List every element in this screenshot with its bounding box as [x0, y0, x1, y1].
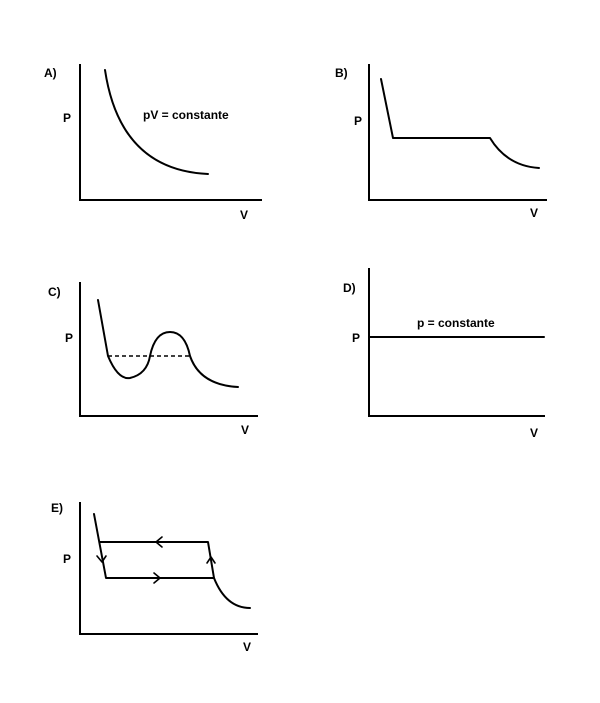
- panel-a-y-axis-label: P: [63, 111, 71, 125]
- panel-e-x-axis-label: V: [243, 640, 251, 654]
- panel-d: D) P V p = constante: [343, 268, 545, 440]
- panel-e-cycle-curve: [93, 513, 251, 609]
- panel-e-letter: E): [51, 501, 63, 515]
- panel-e-upper-branch: [99, 541, 215, 579]
- panel-d-annotation: p = constante: [417, 316, 495, 330]
- panel-b-letter: B): [335, 66, 348, 80]
- panel-e-down-arrow-icon: [96, 555, 107, 563]
- panel-b-y-axis-label: P: [354, 114, 362, 128]
- panel-c-x-axis-label: V: [241, 423, 249, 437]
- panel-b-x-axis-label: V: [530, 206, 538, 220]
- panel-c-axes: [79, 282, 258, 417]
- panel-e-axes: [79, 502, 258, 635]
- panel-e-y-axis-label: P: [63, 552, 71, 566]
- panel-a: A) P V pV = constante: [44, 64, 262, 222]
- panel-b-curve: [380, 78, 540, 169]
- panel-a-axes: [79, 64, 262, 201]
- panel-b: B) P V: [335, 64, 547, 220]
- panel-e-left-arrow-icon: [155, 536, 163, 548]
- panel-c: C) P V: [48, 282, 258, 437]
- panel-d-letter: D): [343, 281, 356, 295]
- panel-a-x-axis-label: V: [240, 208, 248, 222]
- panel-c-y-axis-label: P: [65, 331, 73, 345]
- panel-a-annotation: pV = constante: [143, 108, 229, 122]
- panel-e-right-arrow-icon: [153, 572, 161, 584]
- panel-e: E) P V: [51, 501, 258, 654]
- panel-d-x-axis-label: V: [530, 426, 538, 440]
- panel-b-axes: [368, 64, 547, 201]
- panel-a-letter: A): [44, 66, 57, 80]
- panel-d-axes: [368, 268, 545, 417]
- panel-d-y-axis-label: P: [352, 331, 360, 345]
- panel-e-up-arrow-icon: [206, 556, 216, 564]
- panel-a-isotherm-curve: [104, 69, 209, 175]
- panel-c-letter: C): [48, 285, 61, 299]
- panel-c-van-der-waals-curve: [97, 299, 239, 388]
